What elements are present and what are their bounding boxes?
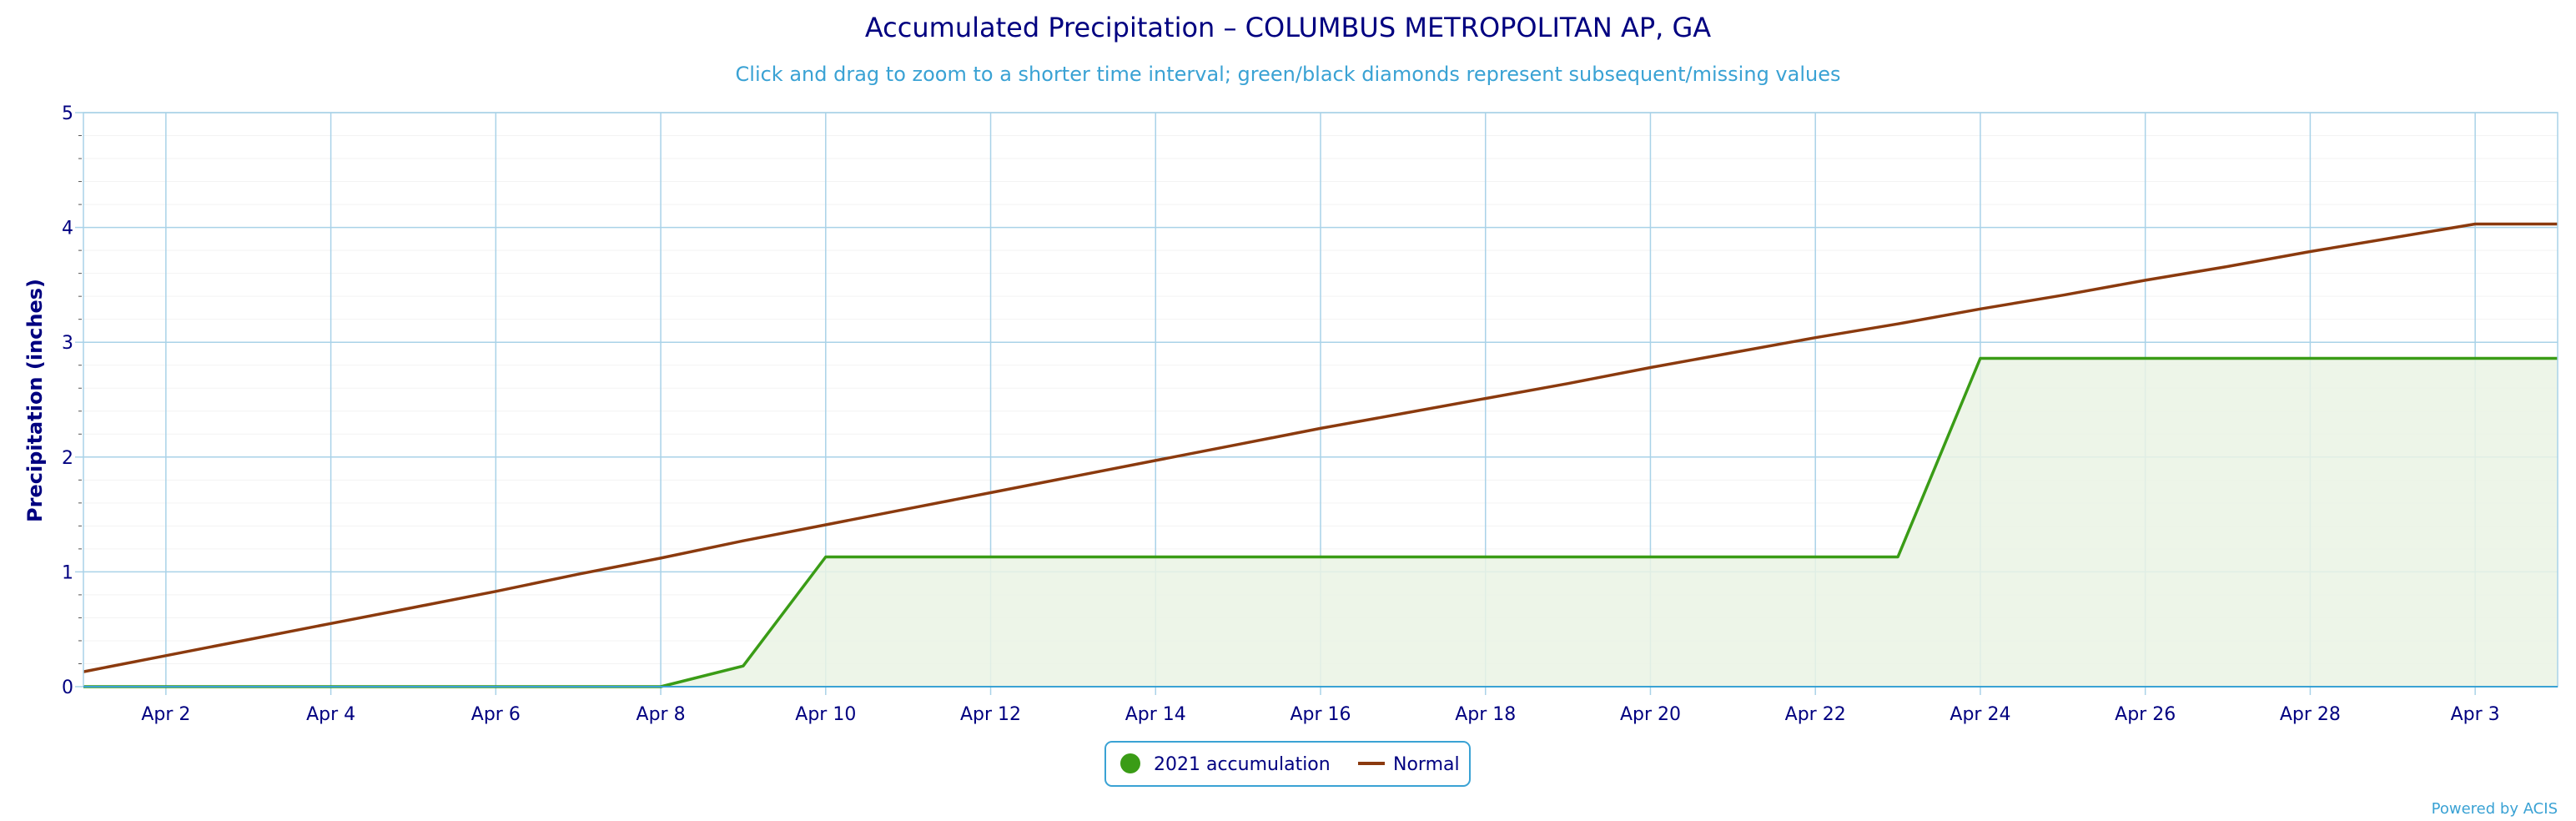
x-tick-label: Apr 6	[471, 704, 521, 725]
y-tick-label: 2	[62, 448, 73, 469]
legend-item-accumulation[interactable]: 2021 accumulation	[1120, 753, 1331, 775]
x-tick-label: Apr 22	[1785, 704, 1846, 725]
accumulation-area	[83, 358, 2558, 687]
x-tick-label: Apr 24	[1950, 704, 2010, 725]
x-tick-label: Apr 18	[1455, 704, 1516, 725]
normal-line[interactable]	[83, 222, 2558, 673]
legend-item-normal[interactable]: Normal	[1358, 754, 1460, 775]
y-axis-label: Precipitation (inches)	[23, 279, 47, 522]
legend-label-normal: Normal	[1393, 754, 1460, 775]
x-tick-label: Apr 2	[141, 704, 190, 725]
x-tick-label: Apr 14	[1125, 704, 1186, 725]
chart-title: Accumulated Precipitation – COLUMBUS MET…	[865, 12, 1711, 43]
y-tick-label: 0	[62, 677, 73, 698]
y-tick-label: 4	[62, 219, 73, 239]
x-tick-label: Apr 4	[306, 704, 355, 725]
legend-marker-accumulation	[1120, 753, 1140, 773]
y-tick-label: 3	[62, 333, 73, 354]
x-tick-label: Apr 20	[1620, 704, 1681, 725]
powered-by-credit[interactable]: Powered by ACIS	[2432, 800, 2558, 818]
y-tick-labels: 0 1 2 3 4 5	[62, 103, 73, 698]
y-tick-label: 1	[62, 562, 73, 583]
x-tick-label: Apr 26	[2115, 704, 2176, 725]
x-tick-label: Apr 16	[1290, 704, 1351, 725]
legend[interactable]: 2021 accumulation Normal	[1104, 741, 1471, 787]
axes	[83, 112, 2558, 688]
y-tick-label: 5	[62, 103, 73, 124]
x-tick-label: Apr 8	[636, 704, 686, 725]
x-tick-label: Apr 3	[2451, 704, 2500, 725]
x-tick-labels: Apr 2 Apr 4 Apr 6 Apr 8 Apr 10 Apr 12 Apr 14 Ap…	[141, 704, 2499, 725]
x-tick-label: Apr 12	[960, 704, 1021, 725]
legend-label-accumulation: 2021 accumulation	[1154, 754, 1331, 775]
chart-subtitle: Click and drag to zoom to a shorter time…	[736, 63, 1841, 86]
x-tick-label: Apr 10	[795, 704, 856, 725]
legend-box	[1104, 741, 1471, 787]
x-tick-label: Apr 28	[2280, 704, 2341, 725]
